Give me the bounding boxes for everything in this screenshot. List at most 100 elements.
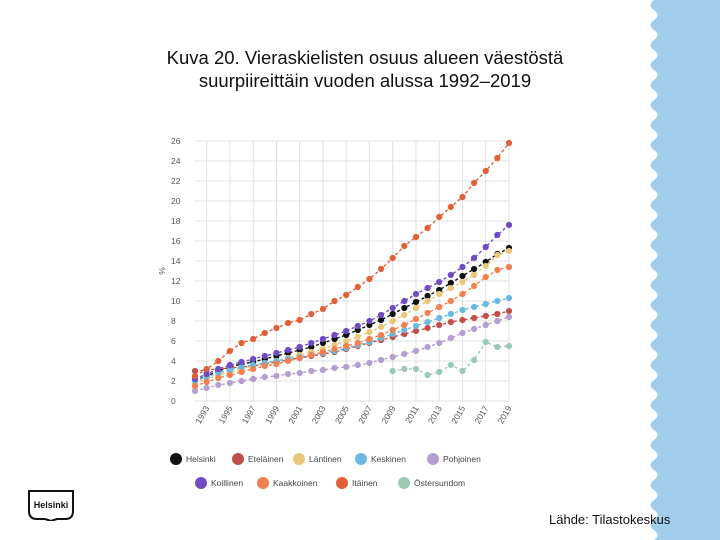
- data-point: [343, 327, 350, 335]
- data-point: [459, 316, 466, 324]
- data-point: [482, 312, 489, 320]
- data-point: [505, 221, 513, 229]
- series-line: [392, 341, 510, 376]
- series-line: [194, 310, 510, 372]
- data-point: [505, 139, 513, 147]
- x-tick-label: 2015: [449, 404, 467, 426]
- data-point: [273, 372, 280, 380]
- data-point: [226, 379, 233, 387]
- data-point: [191, 382, 199, 390]
- data-point: [354, 339, 361, 347]
- data-point: [447, 284, 454, 292]
- data-point: [412, 304, 420, 312]
- y-tick-label: 18: [171, 216, 181, 226]
- y-tick-label: 8: [171, 316, 176, 326]
- data-point: [424, 292, 431, 300]
- y-tick-label: 26: [171, 136, 181, 146]
- data-point: [401, 304, 408, 312]
- data-point: [401, 350, 408, 358]
- data-point: [273, 349, 280, 357]
- data-point: [389, 304, 396, 312]
- x-tick-label: 2003: [310, 404, 328, 426]
- data-point: [459, 306, 466, 314]
- series-line: [194, 224, 510, 380]
- data-point: [494, 297, 501, 305]
- data-point: [459, 272, 466, 280]
- data-point: [424, 371, 431, 379]
- data-point: [250, 355, 257, 363]
- legend-label: Keskinen: [371, 454, 406, 464]
- data-point: [447, 279, 454, 287]
- data-point: [412, 233, 420, 241]
- data-point: [482, 300, 489, 308]
- data-point: [447, 361, 454, 369]
- data-point: [412, 327, 420, 335]
- data-point: [389, 254, 396, 262]
- data-point: [238, 377, 245, 385]
- y-tick-label: 12: [171, 276, 181, 286]
- y-axis-label: %: [157, 267, 167, 275]
- x-tick-label: 2013: [426, 404, 444, 426]
- logo-wordmark: Helsinki: [34, 500, 69, 510]
- series-line: [194, 142, 510, 377]
- data-point: [447, 203, 454, 211]
- data-point: [250, 335, 257, 343]
- legend-swatch: [257, 477, 269, 489]
- data-point: [447, 271, 454, 279]
- data-point: [366, 275, 373, 283]
- data-point: [319, 335, 327, 343]
- legend-swatch: [195, 477, 207, 489]
- data-point: [226, 366, 233, 374]
- data-point: [273, 324, 280, 332]
- y-tick-label: 22: [171, 176, 181, 186]
- legend-label: Östersundom: [414, 478, 465, 488]
- data-point: [343, 337, 350, 345]
- data-point: [424, 343, 431, 351]
- data-point: [215, 381, 222, 389]
- data-point: [226, 347, 233, 355]
- data-point: [459, 367, 466, 375]
- data-point: [250, 375, 257, 383]
- data-point: [366, 359, 373, 367]
- y-tick-label: 20: [171, 196, 181, 206]
- legend-label: Itäinen: [352, 478, 378, 488]
- data-point: [459, 290, 466, 298]
- data-point: [226, 371, 233, 379]
- data-point: [482, 273, 489, 281]
- data-point: [191, 387, 199, 395]
- data-point: [203, 378, 210, 386]
- x-tick-label: 1993: [193, 404, 211, 426]
- data-point: [215, 374, 222, 382]
- x-tick-label: 2019: [496, 404, 514, 426]
- data-point: [401, 311, 408, 319]
- data-point: [203, 365, 210, 373]
- data-point: [215, 365, 222, 373]
- source-note: Lähde: Tilastokeskus: [549, 512, 671, 527]
- series-line: [194, 297, 510, 382]
- data-point: [377, 331, 385, 339]
- data-point: [377, 311, 385, 319]
- data-point: [482, 338, 489, 346]
- data-point: [203, 384, 210, 392]
- data-point: [459, 263, 466, 271]
- data-point: [261, 329, 268, 337]
- data-point: [412, 290, 420, 298]
- y-tick-label: 2: [171, 376, 176, 386]
- data-point: [215, 357, 222, 365]
- data-point: [424, 297, 431, 305]
- data-point: [436, 213, 443, 221]
- data-point: [505, 247, 513, 255]
- data-point: [505, 294, 513, 302]
- helsinki-logo: Helsinki: [28, 490, 74, 521]
- data-point: [447, 310, 454, 318]
- data-point: [389, 326, 396, 334]
- y-tick-label: 14: [171, 256, 181, 266]
- series-line: [194, 250, 510, 384]
- data-point: [424, 309, 431, 317]
- data-point: [412, 365, 420, 373]
- data-point: [436, 314, 443, 322]
- data-point: [319, 305, 327, 313]
- y-tick-label: 0: [171, 396, 176, 406]
- data-point: [401, 242, 408, 250]
- data-point: [331, 345, 338, 353]
